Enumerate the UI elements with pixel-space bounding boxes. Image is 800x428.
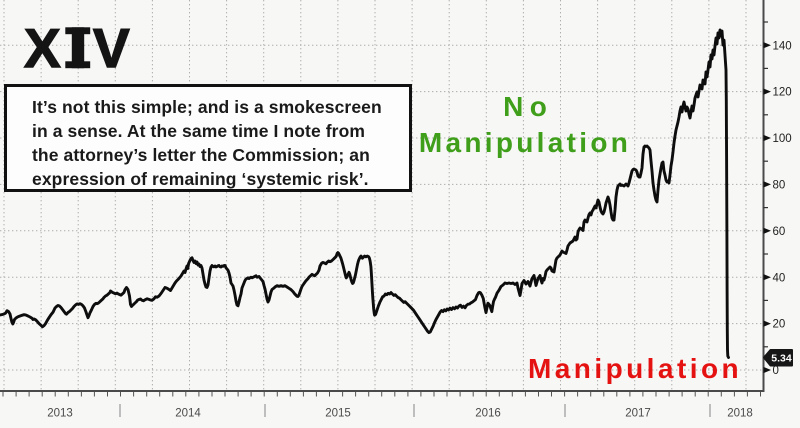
svg-text:2018: 2018: [727, 408, 753, 420]
svg-text:100: 100: [773, 133, 792, 145]
svg-text:20: 20: [773, 319, 786, 331]
svg-text:40: 40: [773, 272, 786, 284]
svg-text:0: 0: [773, 365, 779, 377]
svg-text:2013: 2013: [47, 408, 73, 420]
svg-text:2017: 2017: [625, 408, 651, 420]
svg-text:60: 60: [773, 226, 786, 238]
svg-text:V: V: [93, 17, 130, 79]
svg-text:2014: 2014: [175, 408, 201, 420]
svg-text:120: 120: [773, 87, 792, 99]
svg-text:5.34: 5.34: [771, 353, 792, 365]
svg-text:X: X: [24, 17, 61, 79]
svg-text:2015: 2015: [325, 408, 351, 420]
svg-text:2016: 2016: [475, 408, 501, 420]
svg-text:140: 140: [773, 40, 792, 52]
svg-text:80: 80: [773, 180, 786, 192]
